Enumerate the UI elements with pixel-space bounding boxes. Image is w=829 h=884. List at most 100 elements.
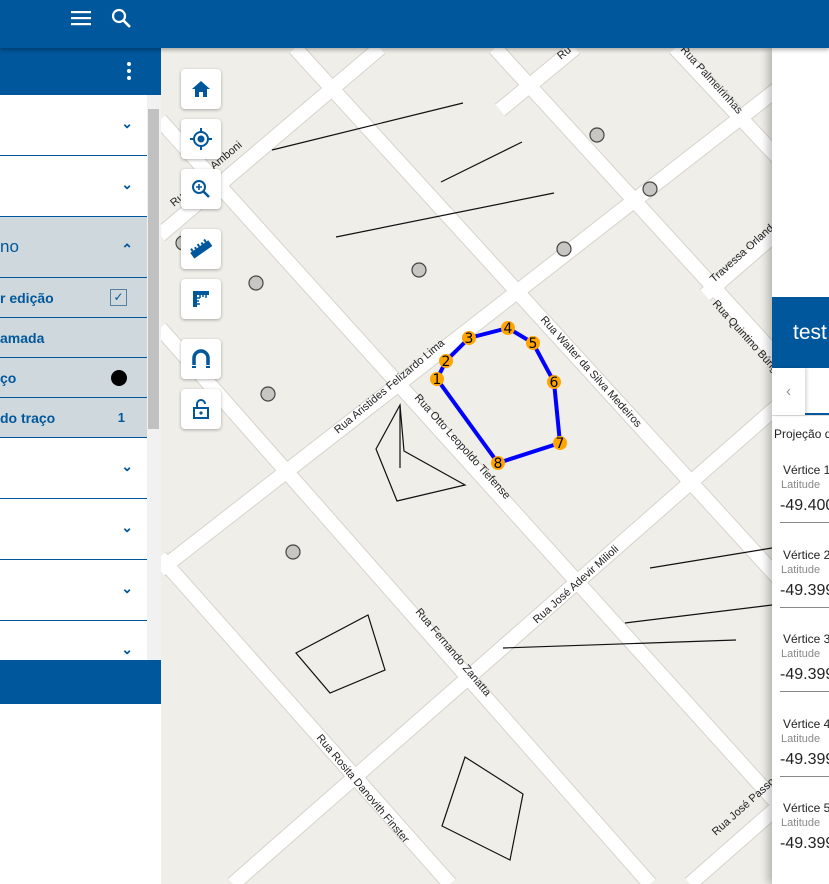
snap-button[interactable] [181, 339, 221, 379]
vertex-number: 6 [550, 375, 559, 391]
vertex-number: 1 [433, 372, 442, 388]
layer-name-label: amada [0, 330, 45, 346]
layers-panel: ⌄ ⌄ no ⌃ r edição ✓ amada ço do traço 1 ⌄ ⌄… [0, 48, 161, 884]
stroke-width-value[interactable]: 1 [117, 410, 125, 425]
zoom-in-button[interactable] [181, 169, 221, 209]
map-line [271, 102, 464, 151]
edit-checkbox[interactable]: ✓ [110, 289, 127, 306]
layer-item[interactable]: ⌄ [0, 95, 147, 156]
measure-ruler-icon [190, 238, 213, 259]
map-line [624, 604, 773, 624]
scrollbar-thumb[interactable] [148, 109, 159, 429]
layer-name-row: amada [0, 318, 147, 358]
vertex-number: 7 [556, 436, 565, 452]
map-line [649, 547, 773, 569]
layer-item[interactable]: ⌄ [0, 499, 147, 560]
measure-area-button[interactable] [181, 279, 221, 319]
latitude-input[interactable]: -49.399 [780, 666, 829, 683]
layer-list-scrollbar[interactable] [147, 95, 161, 661]
layer-label: no [0, 237, 19, 256]
latitude-input[interactable]: -49.400 [780, 497, 829, 514]
layers-panel-header [0, 48, 161, 95]
vertex-handle[interactable] [501, 321, 515, 335]
stroke-color-row: ço [0, 358, 147, 398]
latitude-input[interactable]: -49.399 [780, 835, 829, 852]
top-app-bar [0, 0, 829, 48]
vertex-handle[interactable] [462, 331, 476, 345]
chevron-down-icon[interactable]: ⌄ [121, 458, 133, 474]
chevron-left-icon[interactable]: ‹ [772, 368, 805, 415]
vertex-title: Vértice 1 [783, 463, 829, 477]
home-button[interactable] [181, 69, 221, 109]
layer-item[interactable]: ⌄ [0, 621, 147, 661]
more-options-icon[interactable] [127, 62, 131, 83]
vertex-number: 4 [504, 321, 513, 337]
map-canvas[interactable]: Rua Aristides Felizardo Lima Rua Otto Le… [160, 48, 773, 884]
map-point [589, 127, 605, 143]
street-label: Rua Walter da Silva Medeiros [538, 314, 644, 430]
vertex-number: 2 [442, 354, 451, 370]
vertex-title: Vértice 5 [783, 801, 829, 815]
projection-label: Projeção d [774, 427, 829, 441]
map-line [335, 192, 555, 238]
line-features [271, 102, 773, 861]
map-point [411, 262, 427, 278]
map-line [440, 141, 523, 183]
layer-item-expanded[interactable]: no ⌃ [0, 217, 147, 278]
chevron-down-icon[interactable]: ⌄ [121, 641, 133, 657]
vertex-handle[interactable] [553, 436, 567, 450]
color-swatch[interactable] [111, 370, 127, 386]
latitude-label: Latitude [781, 564, 821, 576]
vertex-handle[interactable] [439, 354, 453, 368]
vertex-handle[interactable] [430, 372, 444, 386]
layers-panel-footer [0, 660, 161, 704]
feature-panel-title: test [772, 297, 829, 368]
locate-button[interactable] [181, 119, 221, 159]
feature-tabs: ‹ [772, 368, 829, 416]
stroke-width-row: do traço 1 [0, 398, 147, 438]
snap-magnet-icon [192, 349, 210, 368]
vertex-handle[interactable] [526, 336, 540, 350]
layer-item[interactable]: ⌄ [0, 156, 147, 217]
vertex-number: 3 [465, 331, 474, 347]
map-point [260, 386, 276, 402]
chevron-down-icon[interactable]: ⌄ [121, 115, 133, 131]
latitude-input[interactable]: -49.399 [780, 582, 829, 599]
street-label: Rua Palmeirinhas [678, 48, 745, 117]
latitude-label: Latitude [781, 479, 821, 491]
feature-panel: test ‹ Projeção d Vértice 1 Latitude -49.4… [772, 48, 829, 884]
map-polygon [375, 402, 467, 502]
vertex-title: Vértice 2 [783, 548, 829, 562]
hamburger-icon[interactable] [71, 8, 91, 30]
chevron-down-icon[interactable]: ⌄ [121, 519, 133, 535]
map-polygon [441, 756, 524, 861]
latitude-label: Latitude [781, 733, 821, 745]
vertex-handle[interactable] [491, 456, 505, 470]
zoom-in-icon [192, 180, 210, 198]
layer-item[interactable]: ⌄ [0, 560, 147, 621]
edit-toggle-row: r edição ✓ [0, 278, 147, 318]
vertex-handle[interactable] [547, 375, 561, 389]
active-tab-indicator[interactable] [805, 413, 829, 415]
chevron-down-icon[interactable]: ⌄ [121, 580, 133, 596]
map-polygon [295, 614, 386, 694]
chevron-up-icon[interactable]: ⌃ [121, 241, 133, 257]
layer-list: ⌄ ⌄ no ⌃ r edição ✓ amada ço do traço 1 ⌄ ⌄… [0, 95, 147, 661]
home-icon [192, 81, 210, 97]
lock-button[interactable] [181, 389, 221, 429]
chevron-down-icon[interactable]: ⌄ [121, 176, 133, 192]
roads [160, 48, 773, 884]
stroke-width-label: do traço [0, 410, 56, 426]
vertex-number: 8 [494, 456, 503, 472]
map-svg: Rua Aristides Felizardo Lima Rua Otto Le… [160, 48, 773, 884]
vertex-title: Vértice 4 [783, 717, 829, 731]
layer-item[interactable]: ⌄ [0, 438, 147, 499]
stroke-color-label: ço [0, 370, 17, 386]
latitude-input[interactable]: -49.399 [780, 751, 829, 768]
map-point [556, 241, 572, 257]
map-point [642, 181, 658, 197]
measure-distance-button[interactable] [181, 229, 221, 269]
locate-icon [190, 128, 212, 150]
vertex-title: Vértice 3 [783, 632, 829, 646]
search-icon[interactable] [111, 8, 131, 32]
